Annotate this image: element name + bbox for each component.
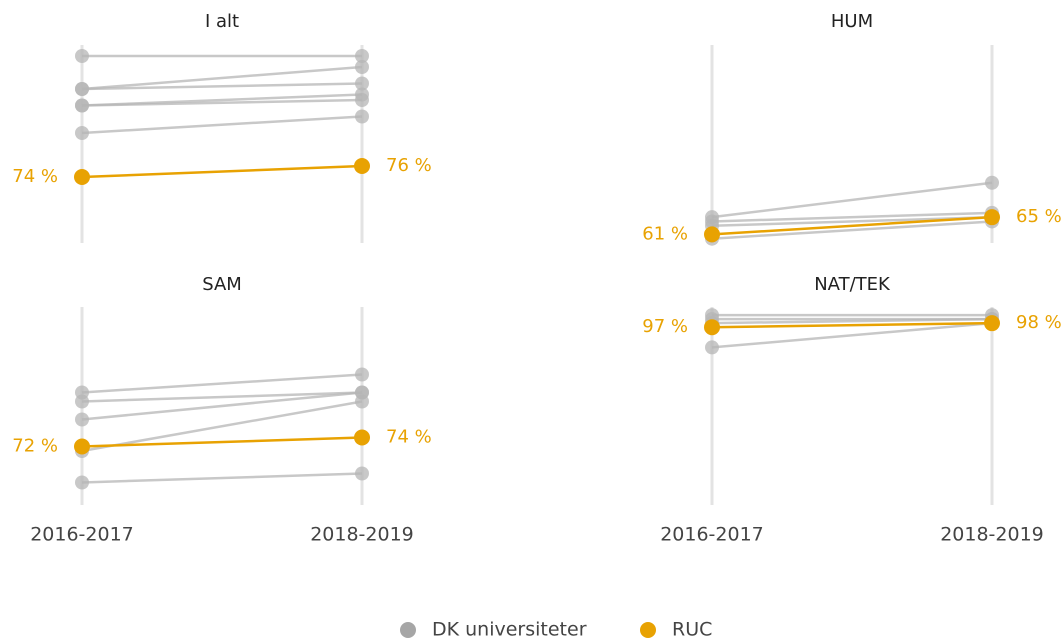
point xyxy=(75,49,89,63)
x-tick-label: 2016-2017 xyxy=(30,524,134,546)
slope-line xyxy=(711,181,993,219)
point xyxy=(354,429,370,446)
slope-line xyxy=(711,215,993,236)
slope-line xyxy=(81,472,363,484)
point xyxy=(984,209,1000,226)
point xyxy=(75,82,89,96)
slope-line xyxy=(81,436,363,448)
panel-title: NAT/TEK xyxy=(814,274,891,295)
point xyxy=(75,98,89,113)
legend-label: DK universiteter xyxy=(432,619,587,640)
point xyxy=(355,466,369,481)
value-label: 97 % xyxy=(642,316,688,337)
value-label: 74 % xyxy=(12,166,58,187)
point xyxy=(705,340,719,355)
point xyxy=(985,175,999,190)
slope-line xyxy=(711,317,993,325)
point xyxy=(355,367,369,382)
point xyxy=(74,169,90,185)
x-tick-label: 2018-2019 xyxy=(940,524,1044,546)
slope-line xyxy=(81,391,363,421)
slope-line xyxy=(711,220,993,240)
point xyxy=(355,394,369,409)
legend-swatch xyxy=(400,622,416,638)
slope-line xyxy=(711,215,993,228)
slope-line xyxy=(711,211,993,223)
value-label: 72 % xyxy=(12,436,58,457)
point xyxy=(355,109,369,124)
point xyxy=(75,126,89,140)
legend-label: RUC xyxy=(672,619,712,640)
slope-line xyxy=(81,98,363,107)
point xyxy=(75,412,89,427)
point xyxy=(355,49,369,63)
slope-line xyxy=(81,164,363,179)
point xyxy=(355,76,369,91)
point xyxy=(74,438,90,455)
point xyxy=(75,475,89,490)
panel-title: I alt xyxy=(205,11,239,32)
value-label: 74 % xyxy=(386,427,432,448)
point xyxy=(704,226,720,243)
x-tick-label: 2016-2017 xyxy=(660,524,764,546)
value-label: 76 % xyxy=(386,155,432,176)
panel-title: HUM xyxy=(831,11,873,32)
point xyxy=(984,315,1000,332)
slope-line xyxy=(81,115,363,135)
point xyxy=(355,93,369,107)
slope-line xyxy=(81,82,363,91)
point xyxy=(704,319,720,336)
value-label: 61 % xyxy=(642,223,688,244)
slope-line xyxy=(81,373,363,394)
point xyxy=(75,394,89,409)
slope-line xyxy=(711,321,993,329)
value-label: 65 % xyxy=(1016,206,1062,227)
slope-line xyxy=(81,400,363,453)
value-label: 98 % xyxy=(1016,312,1062,333)
slope-line xyxy=(711,321,993,349)
panel-title: SAM xyxy=(202,274,242,295)
legend-swatch xyxy=(640,622,656,638)
slope-line xyxy=(81,391,363,403)
point xyxy=(354,158,370,174)
point xyxy=(355,60,369,74)
x-tick-label: 2018-2019 xyxy=(310,524,414,546)
slope-line xyxy=(81,65,363,91)
